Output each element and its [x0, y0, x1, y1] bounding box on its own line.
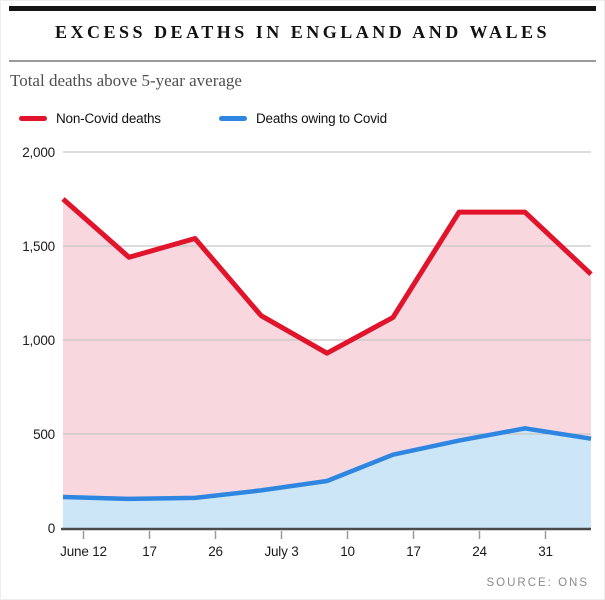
legend: Non-Covid deaths Deaths owing to Covid	[1, 108, 604, 128]
y-tick-label: 1,000	[22, 333, 55, 348]
y-tick-label: 500	[33, 427, 55, 442]
x-tick-label: July 3	[264, 544, 298, 559]
x-tick-label: 24	[472, 544, 487, 559]
covid-swatch-icon	[219, 115, 247, 121]
y-tick-label: 1,500	[22, 239, 55, 254]
source-credit: SOURCE: ONS	[486, 577, 589, 589]
chart-subtitle: Total deaths above 5-year average	[10, 71, 242, 90]
legend-label-covid: Deaths owing to Covid	[256, 110, 387, 126]
x-tick-label: 10	[340, 544, 355, 559]
x-tick-label: 17	[406, 544, 421, 559]
legend-item-noncovid: Non-Covid deaths	[19, 108, 161, 128]
x-tick-label: June 12	[60, 544, 107, 559]
header-divider	[9, 60, 596, 62]
noncovid-line	[61, 197, 593, 356]
noncovid-swatch-icon	[19, 115, 47, 121]
legend-label-noncovid: Non-Covid deaths	[56, 110, 161, 126]
covid-line	[62, 426, 592, 502]
page-title: EXCESS DEATHS IN ENGLAND AND WALES	[55, 22, 550, 42]
covid-area	[63, 428, 591, 528]
x-tick-label: 17	[142, 544, 157, 559]
masthead-bar	[9, 6, 596, 11]
x-tick-label: 31	[538, 544, 553, 559]
y-tick-label: 0	[48, 521, 55, 536]
legend-item-covid: Deaths owing to Covid	[219, 108, 387, 128]
x-tick-label: 26	[208, 544, 223, 559]
y-tick-label: 2,000	[22, 145, 55, 160]
